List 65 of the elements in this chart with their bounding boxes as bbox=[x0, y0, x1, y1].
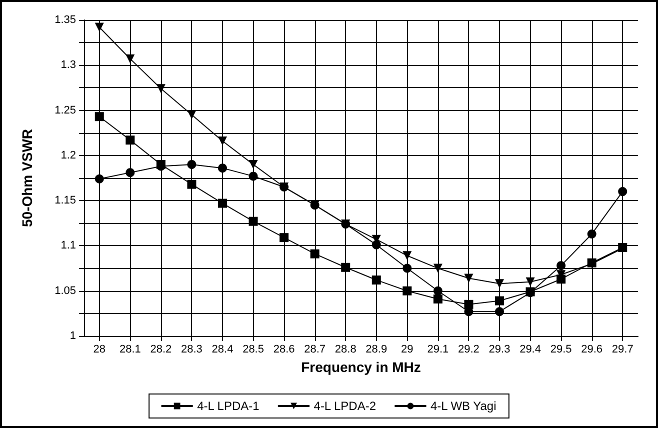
y-tick-label: 1.05 bbox=[54, 284, 76, 297]
x-tick-label: 29 bbox=[401, 344, 414, 356]
x-axis-title: Frequency in MHz bbox=[301, 359, 421, 375]
point bbox=[156, 84, 166, 94]
point bbox=[94, 174, 104, 184]
point bbox=[218, 198, 227, 208]
x-tick-label: 29.4 bbox=[520, 344, 541, 356]
x-tick-label: 29.2 bbox=[458, 344, 480, 356]
point bbox=[94, 22, 104, 32]
point bbox=[526, 277, 535, 286]
x-tick-label: 29.5 bbox=[550, 344, 572, 356]
point bbox=[402, 264, 412, 273]
x-tick-label: 28.1 bbox=[119, 344, 141, 356]
point bbox=[94, 112, 104, 122]
legend-label: 4-L LPDA-1 bbox=[197, 399, 260, 413]
legend-label: 4-L LPDA-2 bbox=[314, 399, 376, 413]
x-tick-label: 28 bbox=[93, 344, 106, 356]
point bbox=[187, 160, 196, 169]
y-tick-label: 1.25 bbox=[54, 104, 76, 116]
x-tick-label: 29.1 bbox=[427, 344, 449, 356]
point bbox=[187, 110, 196, 120]
x-tick-label: 28.7 bbox=[304, 344, 326, 356]
point bbox=[218, 136, 227, 146]
y-tick-label: 1.2 bbox=[60, 149, 76, 162]
point bbox=[248, 160, 258, 169]
y-axis-title: 50-Ohm VSWR bbox=[19, 128, 35, 228]
point bbox=[618, 187, 628, 196]
point bbox=[556, 261, 566, 270]
y-tick-label: 1.15 bbox=[54, 194, 76, 207]
x-tick-label: 29.6 bbox=[581, 344, 603, 356]
point bbox=[402, 251, 412, 260]
x-tick-label: 28.8 bbox=[334, 344, 356, 356]
x-tick-label: 28.9 bbox=[366, 344, 388, 356]
point bbox=[341, 262, 350, 272]
y-tick-label: 1.35 bbox=[54, 14, 76, 26]
point bbox=[372, 276, 381, 285]
y-tick-label: 1 bbox=[70, 330, 76, 342]
point bbox=[187, 180, 196, 189]
point bbox=[433, 264, 442, 273]
point bbox=[433, 294, 442, 304]
point bbox=[402, 286, 412, 296]
point bbox=[248, 172, 258, 181]
x-tick-label: 28.4 bbox=[212, 344, 234, 356]
x-tick-label: 29.7 bbox=[612, 344, 634, 356]
point bbox=[495, 296, 504, 306]
point bbox=[126, 136, 135, 145]
point bbox=[126, 54, 135, 64]
x-tick-label: 28.5 bbox=[242, 344, 264, 356]
point bbox=[248, 216, 258, 226]
point bbox=[218, 164, 227, 173]
point bbox=[495, 307, 504, 316]
x-tick-label: 28.6 bbox=[273, 344, 295, 356]
y-tick-label: 1.3 bbox=[60, 59, 76, 72]
point bbox=[587, 229, 596, 238]
point bbox=[372, 240, 381, 250]
point bbox=[126, 168, 135, 178]
point bbox=[464, 274, 474, 283]
point bbox=[433, 286, 442, 296]
point bbox=[310, 249, 320, 258]
x-tick-label: 29.3 bbox=[488, 344, 510, 356]
x-tick-label: 28.2 bbox=[150, 344, 172, 356]
y-tick-label: 1.1 bbox=[60, 240, 76, 252]
point bbox=[280, 233, 289, 242]
x-tick-label: 28.3 bbox=[181, 344, 202, 356]
legend-label: 4-L WB Yagi bbox=[430, 399, 496, 413]
